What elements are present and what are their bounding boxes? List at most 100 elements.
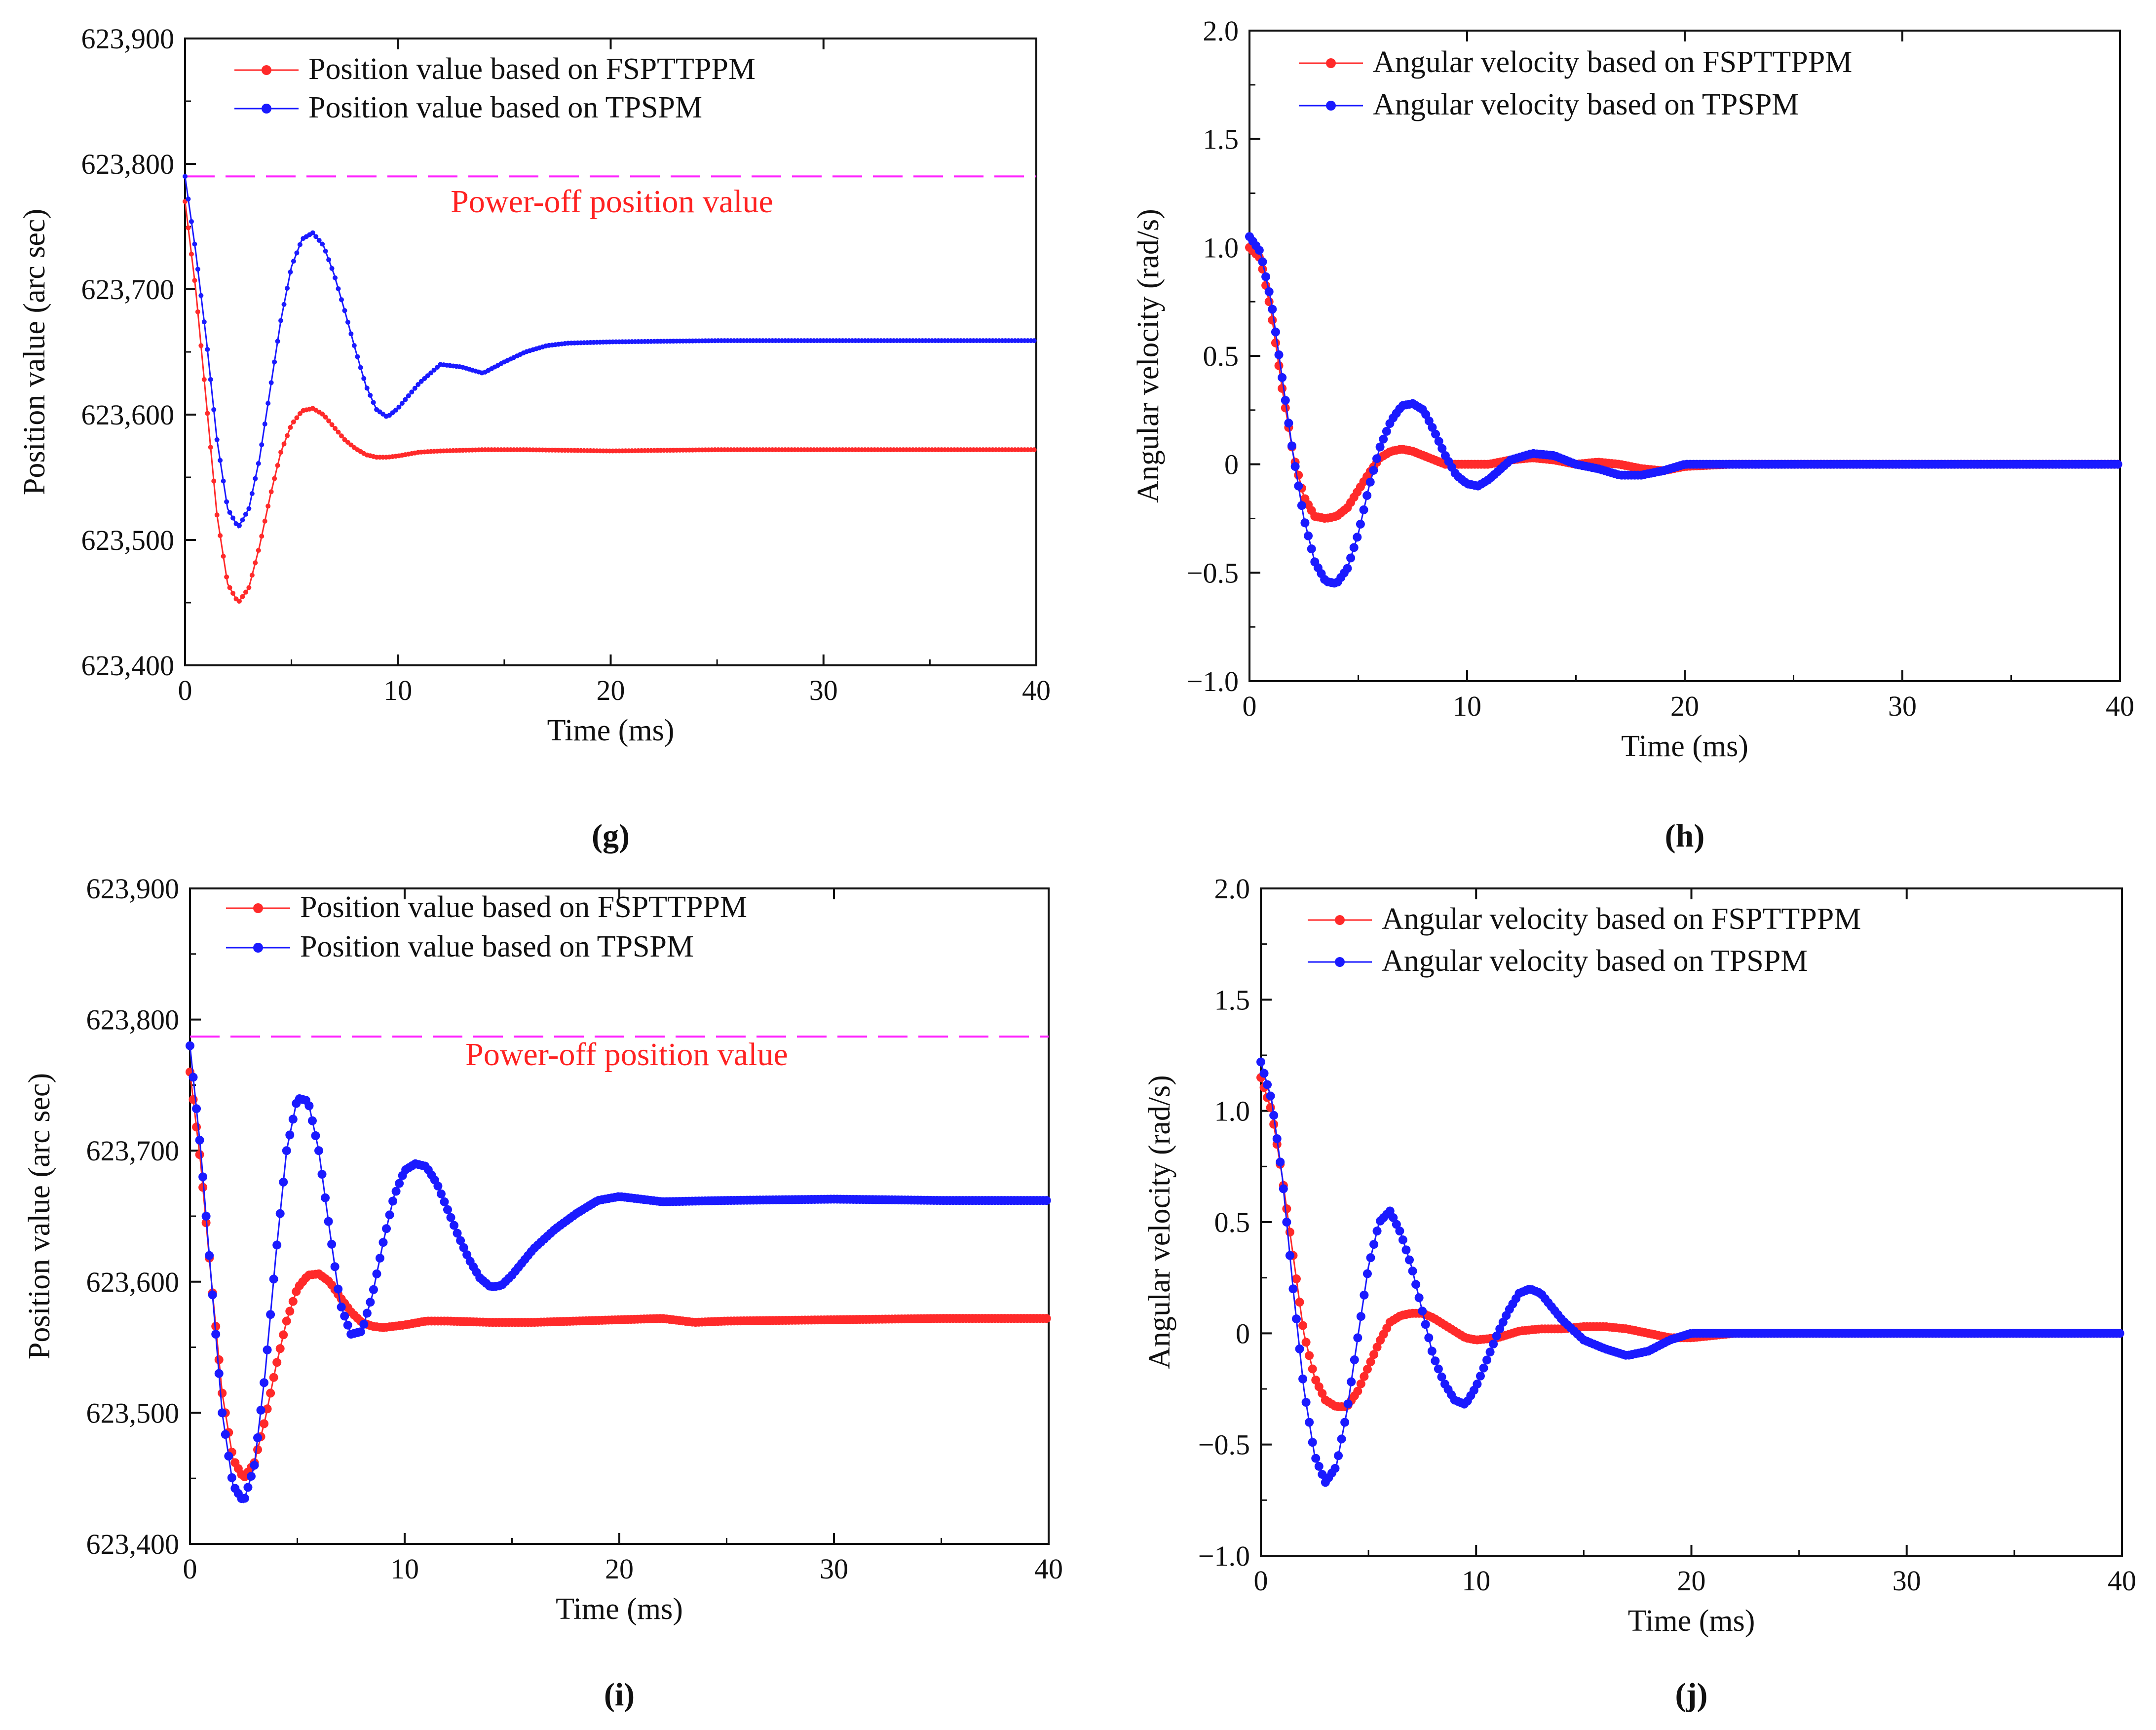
- data-point: [1307, 544, 1316, 554]
- data-point: [1389, 1213, 1398, 1222]
- data-point: [462, 1250, 472, 1260]
- legend-swatch-marker: [1335, 915, 1345, 925]
- legend-label: Angular velocity based on TPSPM: [1382, 944, 1808, 978]
- data-point: [456, 1236, 465, 1245]
- data-point: [1362, 1269, 1372, 1278]
- y-tick-label: 2.0: [1203, 15, 1239, 47]
- data-point: [1314, 1461, 1324, 1471]
- data-point: [1369, 1350, 1379, 1359]
- data-point: [262, 518, 267, 524]
- y-tick-label: 0: [1236, 1317, 1250, 1349]
- data-point: [224, 1452, 233, 1461]
- data-point: [230, 590, 236, 596]
- data-point: [224, 574, 229, 579]
- data-point: [208, 445, 213, 450]
- data-point: [269, 1373, 278, 1382]
- data-point: [1372, 1343, 1382, 1352]
- data-point: [214, 1369, 224, 1378]
- panel-caption: (g): [592, 818, 630, 854]
- data-point: [243, 511, 248, 517]
- data-point: [195, 309, 200, 314]
- panel-i: 0 10 20 30 40 623,400 623,500 623,600 623,700 623…: [23, 873, 1063, 1713]
- data-point: [323, 248, 328, 254]
- data-point: [288, 424, 293, 430]
- data-point: [201, 377, 207, 382]
- y-tick-label: −1.0: [1187, 665, 1239, 697]
- data-point: [279, 1177, 288, 1187]
- data-point: [253, 1445, 263, 1455]
- data-point: [263, 1345, 272, 1354]
- y-axis-label: Position value (arc sec): [23, 1073, 56, 1359]
- y-tick-label: 623,600: [81, 399, 175, 431]
- data-point: [1343, 564, 1352, 573]
- data-point: [1314, 1382, 1324, 1391]
- legend-label: Position value based on TPSPM: [308, 91, 702, 124]
- data-point: [1294, 481, 1303, 491]
- data-point: [189, 251, 194, 257]
- legend-swatch-marker: [1326, 101, 1336, 111]
- data-point: [362, 1308, 372, 1318]
- data-point: [459, 1243, 468, 1252]
- x-axis-label: Time (ms): [1621, 730, 1748, 763]
- data-point: [1295, 1298, 1304, 1307]
- data-point: [1278, 373, 1287, 382]
- data-point: [195, 1150, 204, 1159]
- data-point: [268, 489, 274, 495]
- data-point: [366, 1298, 375, 1307]
- data-point: [230, 515, 236, 521]
- data-point: [342, 308, 347, 313]
- data-point: [1485, 1347, 1495, 1357]
- y-tick-label: 1.5: [1214, 984, 1250, 1016]
- data-point: [1281, 403, 1290, 413]
- legend-swatch-marker: [1335, 957, 1345, 967]
- data-point: [1269, 1111, 1279, 1120]
- data-point: [269, 1274, 278, 1284]
- data-point: [265, 401, 271, 406]
- y-tick-label: 1.0: [1214, 1095, 1250, 1127]
- data-point: [189, 219, 194, 224]
- data-point: [1268, 305, 1277, 314]
- data-point: [227, 585, 232, 590]
- data-point: [337, 1303, 346, 1312]
- data-point: [218, 1388, 227, 1398]
- data-point: [1311, 1454, 1321, 1463]
- data-point: [378, 1238, 388, 1247]
- data-point: [285, 433, 290, 438]
- y-tick-label: 623,700: [81, 273, 175, 306]
- data-point: [268, 380, 274, 385]
- data-point: [406, 393, 411, 398]
- data-point: [321, 1193, 330, 1202]
- series-0: Position value based on FSPTTPPM: [186, 890, 1051, 1482]
- data-point: [297, 242, 303, 247]
- data-point: [266, 1310, 275, 1319]
- power-off-annotation: Power-off position value: [451, 184, 773, 220]
- y-axis-label: Position value (arc sec): [18, 209, 51, 495]
- data-point: [1434, 437, 1443, 446]
- legend-label: Angular velocity based on FSPTTPPM: [1373, 45, 1852, 79]
- data-point: [399, 401, 405, 406]
- data-point: [396, 404, 402, 410]
- x-tick-label: 40: [2108, 1565, 2136, 1597]
- y-tick-label: 623,900: [81, 23, 175, 55]
- data-point: [333, 275, 338, 280]
- data-point: [1334, 1451, 1343, 1461]
- y-tick-label: −1.0: [1198, 1540, 1250, 1572]
- data-point: [1279, 1184, 1288, 1193]
- legend-label: Position value based on TPSPM: [300, 930, 694, 963]
- data-point: [211, 1330, 221, 1339]
- data-point: [1274, 361, 1284, 370]
- data-point: [1330, 1463, 1340, 1473]
- data-point: [253, 560, 258, 566]
- data-point: [1278, 384, 1287, 393]
- data-point: [329, 422, 335, 427]
- y-tick-label: 623,500: [86, 1397, 180, 1429]
- legend-label: Position value based on FSPTTPPM: [308, 52, 756, 86]
- x-tick-label: 20: [1670, 690, 1699, 722]
- data-point: [288, 1297, 298, 1306]
- data-point: [1318, 1389, 1327, 1398]
- data-point: [249, 491, 255, 497]
- data-point: [1304, 531, 1313, 540]
- x-tick-label: 10: [1453, 690, 1481, 722]
- data-point: [1337, 1434, 1346, 1444]
- data-point: [1437, 444, 1447, 453]
